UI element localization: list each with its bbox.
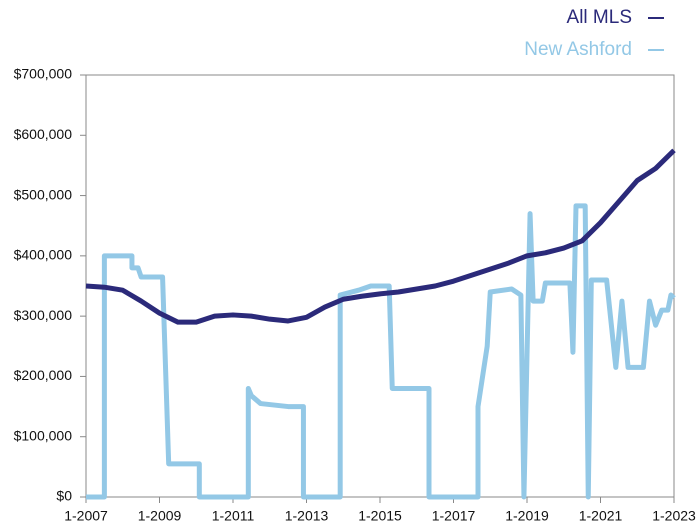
y-tick-label: $0 xyxy=(56,488,72,504)
x-tick-label: 1-2015 xyxy=(358,508,402,524)
x-tick-label: 1-2013 xyxy=(285,508,329,524)
x-tick-label: 1-2019 xyxy=(505,508,549,524)
x-tick-label: 1-2011 xyxy=(212,508,255,524)
y-tick-label: $600,000 xyxy=(14,126,73,142)
y-tick-label: $700,000 xyxy=(14,66,73,82)
x-tick-label: 1-2007 xyxy=(64,508,108,524)
x-tick-label: 1-2017 xyxy=(432,508,476,524)
y-tick-label: $400,000 xyxy=(14,247,73,263)
y-tick-label: $300,000 xyxy=(14,307,73,323)
x-tick-label: 1-2023 xyxy=(652,508,696,524)
y-tick-label: $500,000 xyxy=(14,186,73,202)
series-line xyxy=(86,203,676,500)
y-tick-label: $200,000 xyxy=(14,367,73,383)
legend-label: New Ashford xyxy=(524,39,632,60)
series-line xyxy=(85,148,676,325)
y-tick-label: $100,000 xyxy=(14,427,73,443)
legend-label: All MLS xyxy=(567,7,632,28)
x-tick-label: 1-2021 xyxy=(579,508,623,524)
x-tick-label: 1-2009 xyxy=(138,508,182,524)
